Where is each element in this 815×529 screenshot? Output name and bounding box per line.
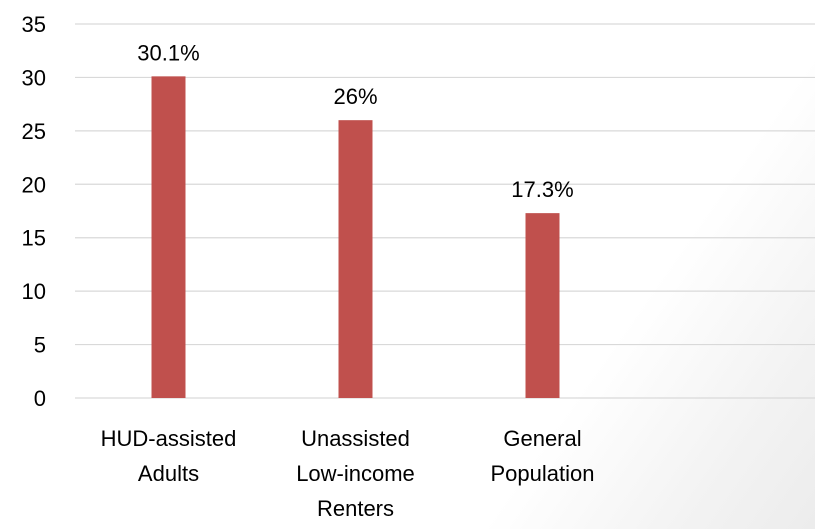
bar [151,76,186,399]
category-label: Low-income [296,461,415,486]
category-label: HUD-assisted [101,426,237,451]
y-tick-label: 30 [22,65,46,90]
category-label: Adults [138,461,199,486]
y-tick-label: 10 [22,279,46,304]
bar [525,213,560,398]
data-label: 30.1% [137,40,199,65]
category-label: Population [491,461,595,486]
y-tick-label: 25 [22,119,46,144]
data-label: 17.3% [511,177,573,202]
data-labels: 30.1% 26% 17.3% [137,40,573,202]
data-label: 26% [333,84,377,109]
y-tick-label: 20 [22,172,46,197]
y-tick-label: 0 [34,386,46,411]
y-tick-label: 15 [22,226,46,251]
category-label: Unassisted [301,426,410,451]
y-axis-ticks: 0 5 10 15 20 25 30 35 [22,12,46,411]
gridlines [75,23,815,399]
x-axis-labels: HUD-assisted Adults Unassisted Low-income Re… [101,426,595,521]
y-tick-label: 5 [34,333,46,358]
category-label: Renters [317,496,394,521]
y-tick-label: 35 [22,12,46,37]
bar [338,120,373,399]
bars [151,76,560,399]
category-label: General [503,426,581,451]
